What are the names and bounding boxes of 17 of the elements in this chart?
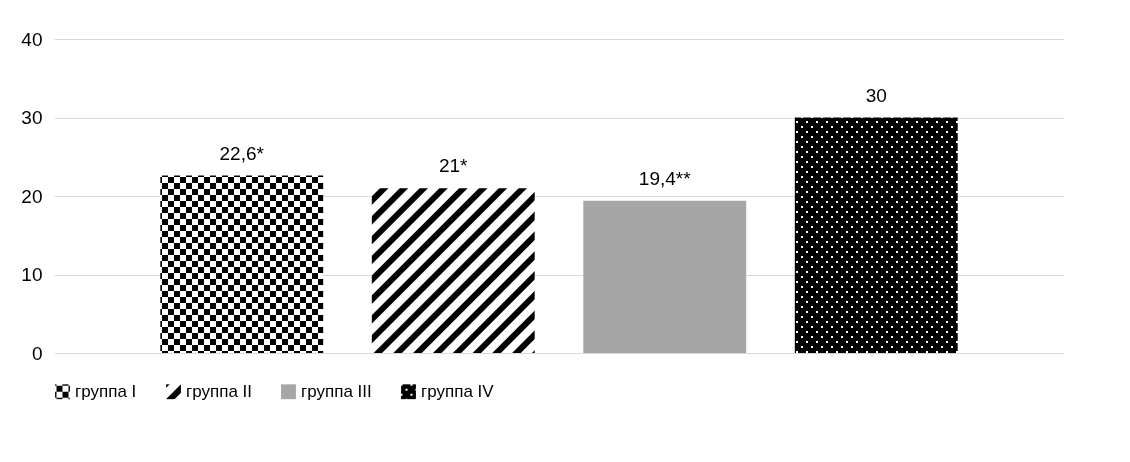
y-tick-label: 10 [21, 264, 43, 285]
legend-label: группа I [75, 381, 137, 401]
data-label: 21* [438, 155, 469, 177]
data-label: 30 [865, 84, 887, 106]
data-label: 19,4** [638, 167, 692, 189]
legend-label: группа IV [421, 381, 495, 401]
y-tick-label: 0 [31, 342, 43, 364]
legend-label: группа III [301, 381, 372, 401]
legend-label: группа II [186, 381, 252, 401]
y-tick-label: 40 [21, 28, 43, 50]
bar [794, 117, 958, 353]
bar [583, 200, 747, 353]
bar [371, 188, 535, 353]
data-label: 22,6* [219, 142, 265, 164]
y-tick-label: 20 [21, 185, 43, 207]
bar [160, 175, 324, 353]
y-tick-label: 30 [21, 107, 43, 128]
